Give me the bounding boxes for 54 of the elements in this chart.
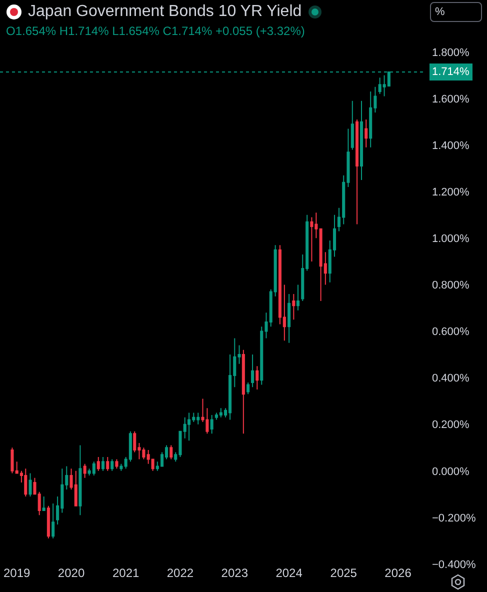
candlestick: [251, 354, 254, 388]
text: %: [430, 2, 482, 22]
candlestick: [350, 100, 354, 150]
candlestick: [246, 382, 250, 395]
candlestick: [296, 284, 300, 311]
candlestick: [106, 456, 110, 472]
x-tick-label: 2023: [221, 566, 248, 580]
candlestick: [52, 502, 55, 539]
candlestick: [364, 118, 368, 148]
x-tick-label: 2019: [3, 566, 31, 580]
chart-subtitle: O1.654% H1.714% L1.654% C1.714% +0.055 (+3.32%): [6, 24, 306, 38]
y-tick-label: −0.200%: [432, 512, 476, 524]
y-tick-label: 0.800%: [432, 280, 470, 292]
candlestick: [210, 414, 214, 434]
x-tick-label: 2022: [166, 566, 194, 580]
chart-title: Japan Government Bonds 10 YR Yield: [28, 3, 302, 21]
y-tick-label: 1.400%: [432, 140, 470, 152]
ref-line-label: 1.714%: [432, 66, 470, 78]
candlestick: [115, 458, 118, 470]
candlestick: [356, 118, 359, 225]
y-tick-label: 0.400%: [432, 372, 470, 385]
x-tick-label: 2025: [330, 566, 358, 580]
candlestick: [288, 294, 291, 344]
candlestick: [120, 463, 123, 472]
y-tick-label: 0.200%: [432, 419, 470, 432]
y-tick-label: 1.600%: [432, 93, 470, 106]
x-tick-label: 2020: [58, 566, 85, 580]
x-tick-label: 2024: [276, 566, 303, 580]
candlestick: [96, 456, 100, 472]
candlestick: [78, 444, 82, 516]
x-tick-label: 2021: [112, 566, 140, 580]
candlestick: [92, 461, 96, 476]
candlestick: [170, 444, 173, 460]
x-tick-label: 2026: [384, 566, 412, 580]
candlestick: [369, 91, 372, 148]
candlestick: [360, 100, 364, 180]
candlestick: [42, 496, 46, 511]
candlestick: [310, 216, 314, 262]
candlestick: [292, 294, 296, 320]
y-tick-label: 0.000%: [432, 466, 470, 478]
candlestick: [110, 458, 114, 472]
candlestick: [101, 456, 105, 472]
candlestick: [24, 468, 28, 498]
candlestick: [46, 505, 50, 539]
y-tick-label: 1.000%: [432, 233, 470, 246]
y-tick-label: 1.800%: [432, 46, 470, 59]
candlestick: [188, 412, 191, 442]
y-tick-label: −0.400%: [432, 558, 476, 571]
y-tick-label: 0.600%: [432, 326, 470, 338]
candlestick: [256, 366, 259, 390]
candlestick: [242, 349, 245, 434]
y-tick-label: 1.200%: [432, 186, 470, 198]
candlestick: [28, 472, 32, 498]
candlestick: [83, 463, 86, 478]
